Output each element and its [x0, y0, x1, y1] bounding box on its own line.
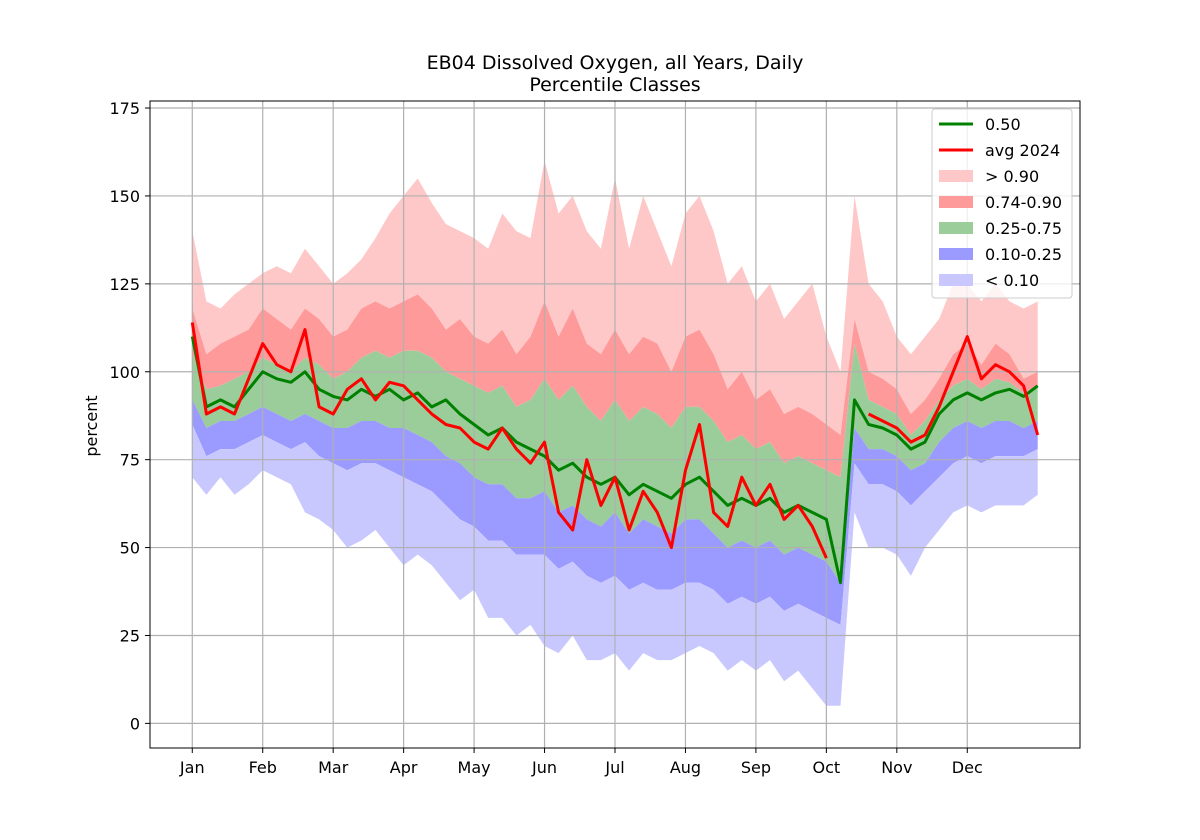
- legend-swatch-p74-p90: [939, 196, 973, 208]
- legend-label: 0.10-0.25: [985, 245, 1062, 264]
- chart-subtitle: Percentile Classes: [529, 74, 700, 96]
- legend-label: > 0.90: [985, 167, 1039, 186]
- series-lines: [190, 322, 1040, 585]
- chart-title: EB04 Dissolved Oxygen, all Years, Daily: [427, 52, 804, 74]
- y-tick-label: 0: [130, 714, 140, 733]
- legend-label: 0.74-0.90: [985, 193, 1062, 212]
- grid-lines: [150, 101, 1080, 748]
- x-tick-label: Dec: [952, 758, 983, 777]
- x-tick-label: May: [458, 758, 491, 777]
- x-tick-label: Jul: [604, 758, 624, 777]
- legend-label: 0.25-0.75: [985, 219, 1062, 238]
- x-tick-label: Jun: [531, 758, 557, 777]
- x-tick-label: Mar: [318, 758, 349, 777]
- y-tick-label: 100: [109, 363, 140, 382]
- legend-label: < 0.10: [985, 271, 1039, 290]
- x-tick-label: Feb: [249, 758, 277, 777]
- chart-title-group: EB04 Dissolved Oxygen, all Years, Daily …: [427, 52, 804, 96]
- legend-label: avg 2024: [985, 141, 1060, 160]
- legend-swatch-below-p10: [939, 274, 973, 286]
- y-tick-label: 175: [109, 99, 140, 118]
- series-line-avg-2024: [190, 322, 1040, 559]
- x-tick-label: Sep: [741, 758, 771, 777]
- x-tick-label: Nov: [881, 758, 912, 777]
- y-axis: 0 25 50 75 100 125 150 175: [109, 99, 150, 733]
- legend-swatch-p25-p75: [939, 222, 973, 234]
- y-tick-label: 75: [120, 451, 140, 470]
- y-tick-label: 25: [120, 626, 140, 645]
- legend: 0.50 avg 2024 > 0.90 0.74-0.90 0.25-0.75 0.10…: [931, 108, 1073, 299]
- x-tick-label: Jan: [179, 758, 205, 777]
- legend-label: 0.50: [985, 115, 1021, 134]
- x-tick-label: Oct: [813, 758, 841, 777]
- y-tick-label: 125: [109, 275, 140, 294]
- x-tick-label: Apr: [390, 758, 418, 777]
- x-tick-label: Aug: [670, 758, 701, 777]
- y-tick-label: 50: [120, 539, 140, 558]
- legend-swatch-p10-p25: [939, 248, 973, 260]
- legend-swatch-above-p90: [939, 170, 973, 182]
- y-tick-label: 150: [109, 187, 140, 206]
- x-axis: Jan Feb Mar Apr May Jun Jul Aug Sep Oct Nov Dec: [179, 748, 983, 777]
- y-axis-label: percent: [82, 395, 101, 456]
